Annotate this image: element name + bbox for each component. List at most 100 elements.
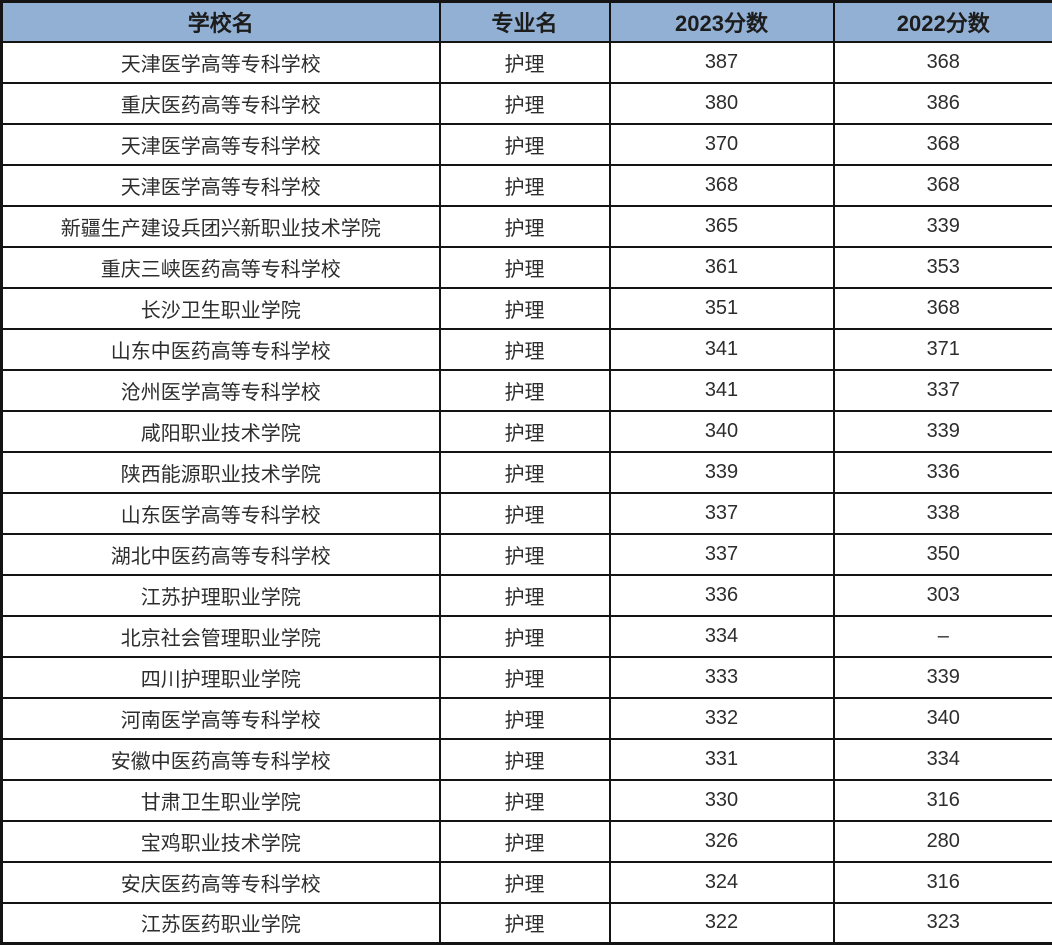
cell-score-2022: 368 (834, 42, 1052, 83)
cell-score-2022: 368 (834, 288, 1052, 329)
cell-school-name: 陕西能源职业技术学院 (2, 452, 440, 493)
cell-score-2023: 337 (610, 534, 834, 575)
cell-score-2023: 324 (610, 862, 834, 903)
cell-score-2023: 387 (610, 42, 834, 83)
cell-school-name: 四川护理职业学院 (2, 657, 440, 698)
cell-major: 护理 (440, 452, 610, 493)
cell-score-2022: 280 (834, 821, 1052, 862)
cell-school-name: 天津医学高等专科学校 (2, 124, 440, 165)
cell-major: 护理 (440, 534, 610, 575)
cell-score-2022: 339 (834, 657, 1052, 698)
cell-score-2023: 361 (610, 247, 834, 288)
cell-major: 护理 (440, 288, 610, 329)
cell-score-2022: 353 (834, 247, 1052, 288)
column-header-school-name: 学校名 (2, 2, 440, 42)
cell-score-2023: 333 (610, 657, 834, 698)
cell-major: 护理 (440, 493, 610, 534)
column-header-score-2022: 2022分数 (834, 2, 1052, 42)
cell-score-2023: 339 (610, 452, 834, 493)
cell-major: 护理 (440, 739, 610, 780)
cell-score-2022: 338 (834, 493, 1052, 534)
cell-school-name: 重庆医药高等专科学校 (2, 83, 440, 124)
cell-score-2022: 316 (834, 780, 1052, 821)
cell-score-2023: 351 (610, 288, 834, 329)
cell-score-2023: 340 (610, 411, 834, 452)
cell-school-name: 新疆生产建设兵团兴新职业技术学院 (2, 206, 440, 247)
cell-school-name: 沧州医学高等专科学校 (2, 370, 440, 411)
cell-score-2023: 331 (610, 739, 834, 780)
cell-score-2023: 365 (610, 206, 834, 247)
cell-school-name: 天津医学高等专科学校 (2, 165, 440, 206)
cell-major: 护理 (440, 165, 610, 206)
cell-school-name: 山东医学高等专科学校 (2, 493, 440, 534)
cell-school-name: 咸阳职业技术学院 (2, 411, 440, 452)
cell-major: 护理 (440, 780, 610, 821)
cell-score-2023: 334 (610, 616, 834, 657)
cell-score-2022: 386 (834, 83, 1052, 124)
cell-school-name: 重庆三峡医药高等专科学校 (2, 247, 440, 288)
cell-school-name: 江苏医药职业学院 (2, 903, 440, 944)
header-row: 学校名 专业名 2023分数 2022分数 (2, 2, 1052, 42)
cell-school-name: 河南医学高等专科学校 (2, 698, 440, 739)
cell-school-name: 山东中医药高等专科学校 (2, 329, 440, 370)
cell-score-2022: 336 (834, 452, 1052, 493)
cell-major: 护理 (440, 616, 610, 657)
cell-major: 护理 (440, 903, 610, 944)
cell-major: 护理 (440, 370, 610, 411)
cell-score-2023: 337 (610, 493, 834, 534)
cell-score-2022: 339 (834, 206, 1052, 247)
cell-score-2022: 368 (834, 165, 1052, 206)
cell-score-2022: 303 (834, 575, 1052, 616)
cell-score-2023: 341 (610, 329, 834, 370)
cell-score-2022: 340 (834, 698, 1052, 739)
cell-school-name: 长沙卫生职业学院 (2, 288, 440, 329)
cell-score-2023: 330 (610, 780, 834, 821)
cell-school-name: 安庆医药高等专科学校 (2, 862, 440, 903)
cell-score-2023: 332 (610, 698, 834, 739)
cell-school-name: 北京社会管理职业学院 (2, 616, 440, 657)
cell-major: 护理 (440, 698, 610, 739)
cell-score-2022: 323 (834, 903, 1052, 944)
cell-school-name: 湖北中医药高等专科学校 (2, 534, 440, 575)
cell-school-name: 天津医学高等专科学校 (2, 42, 440, 83)
cell-score-2022: – (834, 616, 1052, 657)
cell-major: 护理 (440, 206, 610, 247)
cell-score-2022: 368 (834, 124, 1052, 165)
cell-score-2023: 322 (610, 903, 834, 944)
cell-major: 护理 (440, 862, 610, 903)
cell-score-2023: 326 (610, 821, 834, 862)
table-header: 学校名 专业名 2023分数 2022分数 (2, 2, 1052, 42)
cell-score-2023: 336 (610, 575, 834, 616)
cell-major: 护理 (440, 42, 610, 83)
cell-score-2022: 339 (834, 411, 1052, 452)
cell-score-2022: 316 (834, 862, 1052, 903)
cell-school-name: 甘肃卫生职业学院 (2, 780, 440, 821)
cell-score-2022: 371 (834, 329, 1052, 370)
cell-major: 护理 (440, 575, 610, 616)
cell-score-2023: 370 (610, 124, 834, 165)
cell-major: 护理 (440, 124, 610, 165)
cell-major: 护理 (440, 411, 610, 452)
cell-score-2022: 350 (834, 534, 1052, 575)
